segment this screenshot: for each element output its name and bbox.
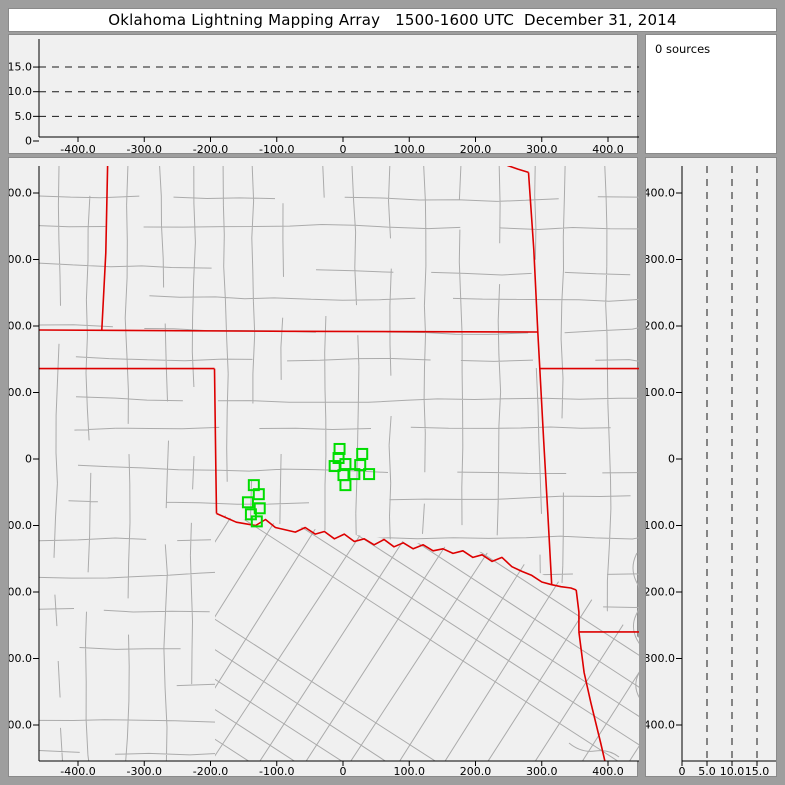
y-tick-label: 0 [25, 453, 32, 466]
y-tick-label: 15.0 [9, 61, 32, 74]
plan-view-map[interactable]: 400.0 300.0 200.0 100.0 0 -100.0 -200.0 -300.0 -… [9, 158, 639, 778]
x-tick-label: 15.0 [745, 765, 770, 778]
x-tick-label: -100.0 [259, 143, 294, 155]
x-tick-label: 0 [679, 765, 686, 778]
y-tick-label: -300.0 [9, 652, 32, 665]
altitude-ns-plot[interactable]: 400.0 300.0 200.0 100.0 0 -100.0 -200.0 -300.0 -… [646, 158, 778, 778]
river-line [632, 552, 639, 698]
lma-station-marker [339, 479, 352, 492]
x-tick-label: 300.0 [526, 765, 558, 778]
y-tick-label: -200.0 [9, 586, 32, 599]
state-border-line [213, 368, 218, 514]
y-tick-label: 200.0 [9, 320, 32, 333]
panel-altitude-vs-east-west: 0 5.0 10.0 15.0 -400.0 -300.0 -200.0 -100.0 0 100… [8, 34, 639, 155]
x-tick-label: -400.0 [60, 765, 95, 778]
x-tick-label: 100.0 [394, 143, 426, 155]
state-border-line [101, 166, 109, 331]
y-tick-label: -200.0 [646, 586, 675, 599]
state-border-line [506, 166, 529, 174]
x-tick-label: 0 [340, 765, 347, 778]
y-tick-label: 300.0 [646, 253, 675, 266]
y-tick-label: -100.0 [646, 519, 675, 532]
source-count-label: 0 sources [655, 42, 711, 56]
y-tick-label: 100.0 [9, 386, 32, 399]
map-layers [39, 166, 639, 761]
state-border-line [216, 512, 577, 591]
x-tick-label: -200.0 [193, 765, 228, 778]
y-tick-label: -400.0 [646, 719, 675, 732]
x-tick-label: -300.0 [127, 765, 162, 778]
x-tick-label: 0 [340, 143, 347, 155]
river-line [568, 742, 620, 758]
state-border-line [575, 589, 580, 632]
y-tick-label: 5.0 [15, 110, 33, 123]
y-tick-label: 10.0 [9, 85, 32, 98]
panel-source-count: 0 sources [645, 34, 777, 154]
lma-station-marker [339, 458, 352, 471]
lma-station-marker [253, 502, 266, 515]
state-border-line [527, 172, 553, 585]
x-tick-label: 200.0 [460, 765, 492, 778]
page-title: Oklahoma Lightning Mapping Array 1500-16… [108, 11, 677, 29]
county-boundaries-diagonal [215, 516, 639, 761]
x-tick-label: 200.0 [460, 143, 492, 155]
x-tick-label: -100.0 [259, 765, 294, 778]
y-tick-label: 300.0 [9, 253, 32, 266]
x-tick-label: -300.0 [127, 143, 162, 155]
lma-station-marker [252, 488, 265, 501]
y-tick-label: 400.0 [9, 187, 32, 200]
x-tick-label: 100.0 [394, 765, 426, 778]
lma-station-marker [363, 468, 376, 481]
x-tick-label: -400.0 [60, 143, 95, 155]
y-tick-label: -400.0 [9, 719, 32, 732]
lma-station-marker [348, 468, 361, 481]
state-border-line [578, 631, 606, 761]
x-tick-label: 5.0 [698, 765, 716, 778]
x-tick-label: 400.0 [592, 143, 624, 155]
lma-station-marker [250, 515, 263, 528]
x-tick-label: -200.0 [193, 143, 228, 155]
panel-plan-view-map: 400.0 300.0 200.0 100.0 0 -100.0 -200.0 -300.0 -… [8, 157, 639, 778]
texas-diagonal-counties [215, 516, 639, 761]
y-tick-label: -300.0 [646, 652, 675, 665]
lma-station-marker [241, 496, 254, 509]
x-tick-label: 400.0 [592, 765, 624, 778]
state-border-line [39, 329, 538, 333]
y-tick-label: -100.0 [9, 519, 32, 532]
lma-station-marker [356, 447, 369, 460]
x-tick-label: 10.0 [720, 765, 745, 778]
panel-altitude-vs-north-south: 400.0 300.0 200.0 100.0 0 -100.0 -200.0 -300.0 -… [645, 157, 778, 778]
x-tick-label: 300.0 [526, 143, 558, 155]
y-tick-label: 400.0 [646, 187, 675, 200]
title-bar: Oklahoma Lightning Mapping Array 1500-16… [8, 8, 777, 32]
y-tick-label: 0 [668, 453, 675, 466]
y-tick-label: 0 [25, 135, 32, 148]
y-tick-label: 200.0 [646, 320, 675, 333]
y-tick-label: 100.0 [646, 386, 675, 399]
lma-station-marker [332, 452, 345, 465]
altitude-ew-plot[interactable]: 0 5.0 10.0 15.0 -400.0 -300.0 -200.0 -100.0 0 100… [9, 35, 639, 155]
